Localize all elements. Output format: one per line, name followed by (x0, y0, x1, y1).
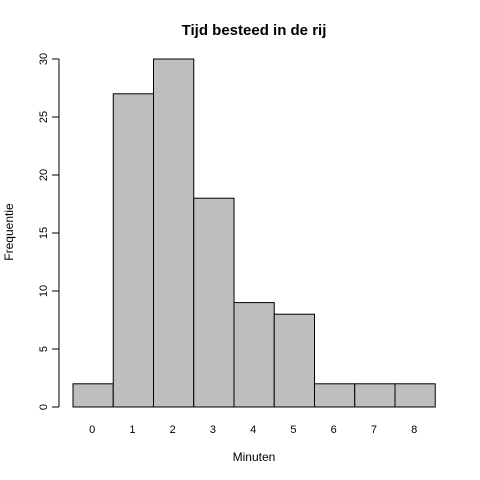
x-tick-label-0: 0 (89, 424, 95, 436)
bar-8 (394, 383, 436, 408)
y-axis: 0 5 10 15 20 25 30 (38, 53, 60, 410)
bar-7 (354, 383, 396, 408)
bar-6 (314, 383, 356, 408)
bar-3 (193, 197, 235, 408)
y-tick-label-25: 25 (38, 111, 50, 123)
chart-title: Tijd besteed in de rij (182, 22, 327, 39)
y-tick-label-20: 20 (38, 169, 50, 181)
y-tick-label-5: 5 (38, 346, 50, 352)
bar-0 (72, 383, 114, 408)
x-tick-label-6: 6 (331, 424, 337, 436)
bar-5 (273, 313, 315, 408)
x-tick-label-4: 4 (250, 424, 256, 436)
x-tick-label-7: 7 (371, 424, 377, 436)
bar-1 (112, 93, 154, 408)
x-tick-labels: 0 1 2 3 4 5 6 7 8 (89, 424, 417, 436)
y-tick-label-15: 15 (38, 227, 50, 239)
y-tick-label-10: 10 (38, 285, 50, 297)
bar-4 (233, 302, 275, 408)
y-tick-label-30: 30 (38, 53, 50, 65)
x-tick-label-1: 1 (129, 424, 135, 436)
x-tick-label-8: 8 (411, 424, 417, 436)
x-tick-label-5: 5 (290, 424, 296, 436)
bar-2 (153, 58, 195, 408)
x-tick-label-2: 2 (170, 424, 176, 436)
y-tick-label-0: 0 (38, 404, 50, 410)
x-tick-label-3: 3 (210, 424, 216, 436)
y-axis-label: Frequentie (2, 203, 16, 261)
bars-group (72, 58, 436, 408)
x-axis-label: Minuten (233, 450, 276, 464)
